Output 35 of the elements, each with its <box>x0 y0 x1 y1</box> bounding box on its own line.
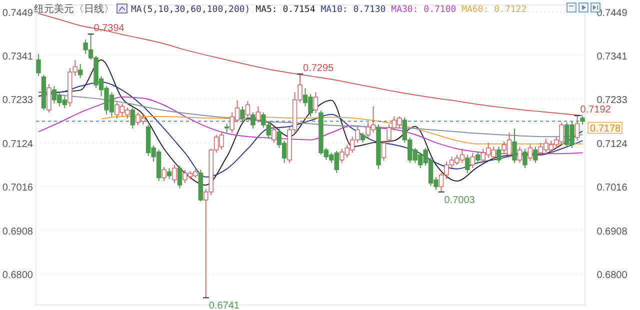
y2-tick-label: 0.7341 <box>596 51 628 62</box>
text: MA10: 0.7130 <box>320 5 386 15</box>
candlestick <box>36 53 41 77</box>
y-tick-label: 0.7016 <box>2 182 34 194</box>
annotation: 0.7394 <box>94 23 125 34</box>
y-tick-label: 0.7233 <box>2 95 34 106</box>
y2-tick-label: 0.7233 <box>596 95 628 106</box>
candlestick <box>496 146 502 164</box>
candlestick <box>528 144 533 162</box>
text: MA30: 0.7100 <box>391 5 456 15</box>
candlestick <box>162 166 166 182</box>
annotation: 0.7003 <box>444 194 476 206</box>
chart-title: 纽元美元〈日线〉 <box>34 3 114 15</box>
candlestick <box>533 146 538 164</box>
y-tick-label: 0.7124 <box>2 139 34 150</box>
y2-tick-label: 0.7016 <box>596 182 628 194</box>
y2-tick-label: 0.6908 <box>596 226 628 238</box>
y-tick-label: 0.7341 <box>2 51 34 62</box>
annotation: MA(5,10,30,60,100,200) <box>131 5 250 15</box>
y2-tick-label: 0.7124 <box>596 139 628 150</box>
ref-line-label: 0.7178 <box>590 123 622 134</box>
y2-tick-label: 0.6800 <box>596 270 628 281</box>
candlestick <box>512 128 517 164</box>
y-tick-label: 0.6908 <box>2 226 34 238</box>
annotation: 0.7295 <box>303 63 334 74</box>
text: MA60: 0.7122 <box>462 5 527 15</box>
y-tick-label: 0.6800 <box>2 270 34 281</box>
text: MA5: 0.7154 <box>256 5 316 15</box>
line-series <box>100 116 584 144</box>
candlestick <box>166 168 172 180</box>
y-tick-label: 0.7449 <box>2 8 34 19</box>
candlestick <box>517 146 522 164</box>
annotation: 0.7192 <box>580 104 612 116</box>
candlestick <box>476 151 480 164</box>
annotation: 0.6741 <box>208 300 240 310</box>
